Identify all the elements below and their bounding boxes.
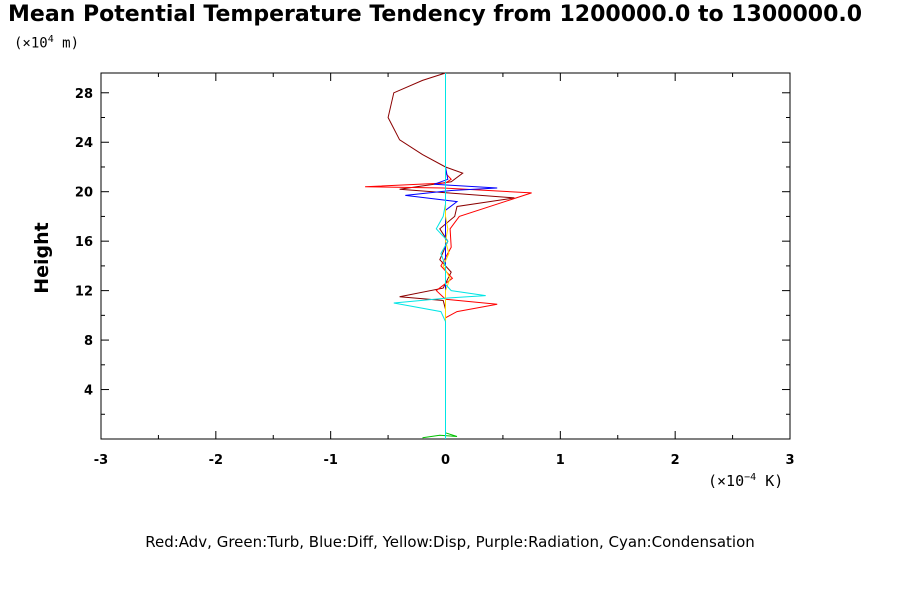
series-line-1	[365, 73, 532, 439]
x-tick-label: 0	[441, 453, 450, 468]
x-tick-label: -1	[323, 453, 337, 468]
x-tick-label: 1	[556, 453, 565, 468]
x-tick-label: -3	[94, 453, 108, 468]
x-tick-label: -2	[209, 453, 223, 468]
y-tick-label: 20	[75, 186, 93, 201]
y-unit-prefix: (×10	[14, 35, 48, 52]
y-tick-label: 28	[75, 87, 93, 102]
series-line-5	[393, 73, 486, 439]
y-tick-label: 16	[75, 235, 93, 250]
chart-title: Mean Potential Temperature Tendency from…	[8, 2, 863, 27]
x-unit-prefix: (×10	[708, 472, 745, 490]
x-unit-exponent: −4	[744, 472, 757, 483]
x-unit-suffix: K)	[756, 472, 784, 490]
y-axis-label: Height	[31, 222, 53, 294]
y-tick-label: 12	[75, 285, 93, 300]
y-axis-unit: (×104 m)	[14, 34, 79, 52]
y-tick-label: 8	[84, 334, 93, 349]
series-group	[365, 72, 532, 439]
series-line-3	[405, 73, 498, 439]
y-tick-label: 24	[75, 136, 93, 151]
y-tick-label: 4	[84, 384, 93, 399]
series-line-0	[387, 72, 515, 439]
legend-caption: Red:Adv, Green:Turb, Blue:Diff, Yellow:D…	[145, 533, 755, 551]
y-unit-exponent: 4	[47, 34, 54, 45]
y-unit-suffix: m)	[53, 35, 80, 52]
x-tick-label: 2	[671, 453, 680, 468]
x-tick-label: 3	[785, 453, 794, 468]
series-line-2	[422, 73, 458, 439]
x-axis-unit: (×10−4 K)	[708, 472, 783, 490]
